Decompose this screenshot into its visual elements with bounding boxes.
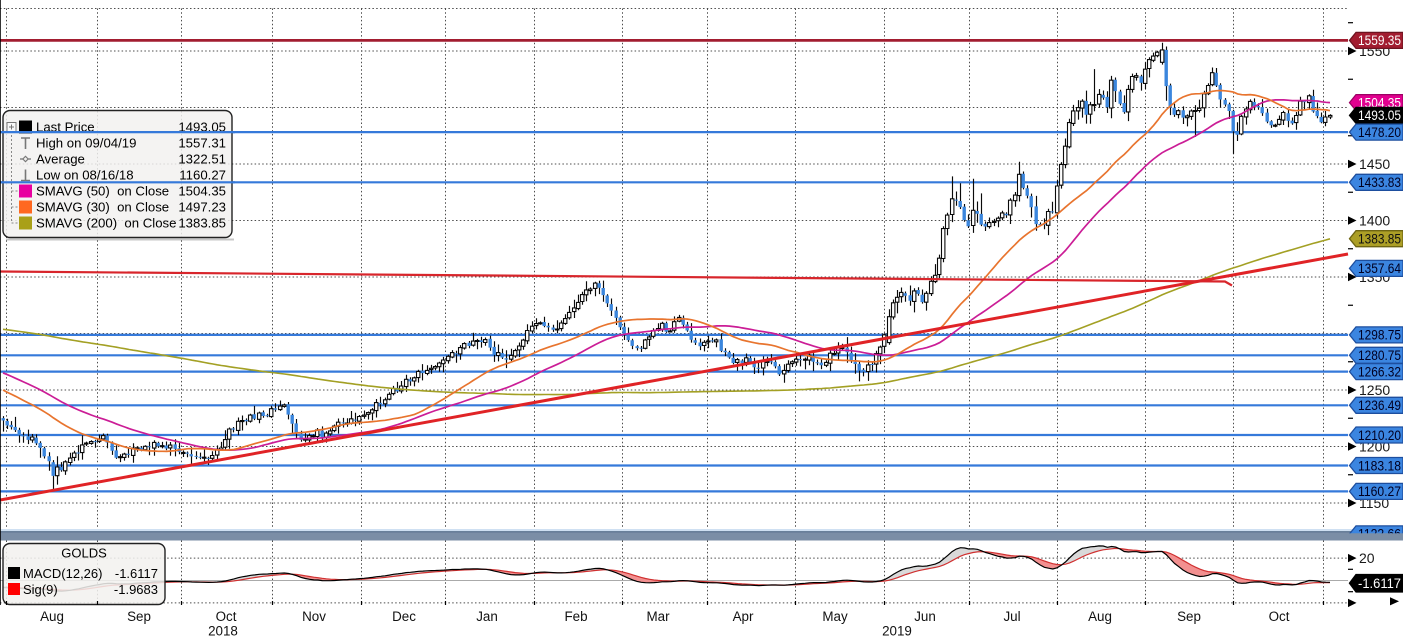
svg-text:1322.51: 1322.51	[178, 152, 226, 167]
svg-text:Average: Average	[36, 152, 85, 167]
svg-text:Sep: Sep	[1177, 609, 1201, 624]
svg-text:Aug: Aug	[1088, 609, 1112, 624]
svg-text:High on 09/04/19: High on 09/04/19	[36, 136, 136, 151]
svg-text:Jul: Jul	[1003, 609, 1020, 624]
svg-text:1160.27: 1160.27	[1358, 484, 1401, 499]
svg-text:Feb: Feb	[564, 609, 587, 624]
svg-text:1266.32: 1266.32	[1358, 364, 1401, 379]
svg-text:1478.20: 1478.20	[1358, 125, 1401, 140]
svg-text:GOLDS: GOLDS	[61, 546, 107, 561]
svg-text:SMAVG (50) on Close: SMAVG (50) on Close	[36, 184, 169, 199]
svg-text:1400: 1400	[1359, 213, 1390, 229]
svg-text:SMAVG (200) on Close: SMAVG (200) on Close	[36, 216, 176, 231]
svg-text:1357.64: 1357.64	[1358, 261, 1401, 276]
svg-text:Last Price: Last Price	[36, 120, 95, 135]
svg-text:Oct: Oct	[1269, 609, 1290, 624]
svg-text:Dec: Dec	[392, 609, 416, 624]
svg-text:Oct: Oct	[216, 609, 237, 624]
svg-text:Aug: Aug	[40, 609, 64, 624]
svg-text:1497.23: 1497.23	[178, 200, 226, 215]
svg-text:1280.75: 1280.75	[1358, 348, 1401, 363]
svg-text:Low on 08/16/18: Low on 08/16/18	[36, 168, 134, 183]
svg-text:Sep: Sep	[127, 609, 151, 624]
svg-text:1236.49: 1236.49	[1358, 398, 1401, 413]
svg-text:Jun: Jun	[914, 609, 936, 624]
svg-text:2018: 2018	[208, 624, 238, 639]
svg-text:1504.35: 1504.35	[178, 184, 226, 199]
svg-text:Nov: Nov	[302, 609, 326, 624]
svg-text:1160.27: 1160.27	[179, 168, 226, 183]
svg-text:1383.85: 1383.85	[178, 216, 226, 231]
svg-text:1493.05: 1493.05	[1358, 108, 1401, 123]
svg-text:May: May	[822, 609, 848, 624]
svg-text:20: 20	[1359, 550, 1375, 566]
svg-text:-1.6117: -1.6117	[1358, 576, 1401, 591]
svg-text:1183.18: 1183.18	[1358, 458, 1401, 473]
svg-text:1250: 1250	[1359, 382, 1390, 398]
svg-text:1383.85: 1383.85	[1358, 232, 1401, 247]
svg-text:-1.9683: -1.9683	[114, 582, 158, 597]
svg-text:1557.31: 1557.31	[178, 136, 226, 151]
svg-text:Apr: Apr	[733, 609, 754, 624]
svg-text:Jan: Jan	[476, 609, 498, 624]
svg-text:1122.66: 1122.66	[1358, 527, 1401, 542]
svg-text:1493.05: 1493.05	[178, 120, 226, 135]
svg-text:1559.35: 1559.35	[1358, 33, 1401, 48]
svg-text:1298.75: 1298.75	[1358, 328, 1401, 343]
svg-text:Sig(9): Sig(9)	[23, 582, 58, 597]
svg-text:1210.20: 1210.20	[1358, 428, 1401, 443]
svg-text:1450: 1450	[1359, 156, 1390, 172]
svg-text:1504.35: 1504.35	[1358, 95, 1401, 110]
svg-text:SMAVG (30) on Close: SMAVG (30) on Close	[36, 200, 169, 215]
svg-text:-1.6117: -1.6117	[115, 566, 158, 581]
svg-text:2019: 2019	[882, 624, 912, 639]
svg-text:Mar: Mar	[646, 609, 670, 624]
svg-text:1433.83: 1433.83	[1358, 175, 1401, 190]
svg-text:MACD(12,26): MACD(12,26)	[23, 566, 102, 581]
